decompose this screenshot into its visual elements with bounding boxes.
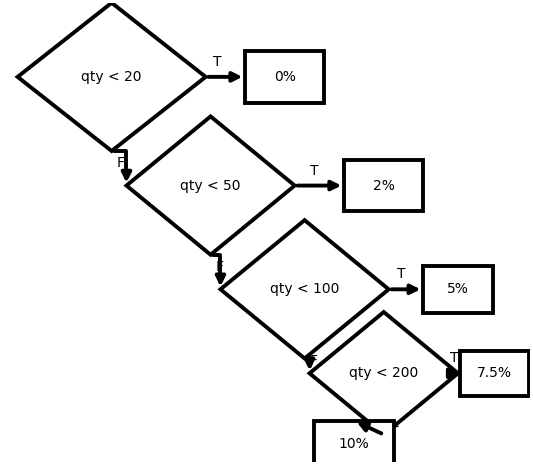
Text: F: F xyxy=(117,156,125,170)
Text: T: T xyxy=(397,267,405,281)
Text: 0%: 0% xyxy=(274,70,296,84)
Text: 10%: 10% xyxy=(338,438,369,452)
Text: qty < 200: qty < 200 xyxy=(349,366,418,380)
Bar xyxy=(245,51,325,103)
Text: T: T xyxy=(213,55,222,69)
Text: qty < 50: qty < 50 xyxy=(180,179,241,193)
Polygon shape xyxy=(221,220,389,359)
Text: F: F xyxy=(215,260,223,274)
Bar xyxy=(423,266,492,313)
Bar xyxy=(314,421,394,465)
Bar xyxy=(344,160,423,211)
Polygon shape xyxy=(18,3,206,151)
Polygon shape xyxy=(310,312,458,435)
Text: 7.5%: 7.5% xyxy=(477,366,512,380)
Bar xyxy=(460,351,529,396)
Text: T: T xyxy=(450,352,458,365)
Text: qty < 20: qty < 20 xyxy=(82,70,142,84)
Polygon shape xyxy=(126,116,295,255)
Text: 2%: 2% xyxy=(373,179,395,193)
Text: 5%: 5% xyxy=(447,282,469,296)
Text: T: T xyxy=(310,164,319,178)
Text: qty < 100: qty < 100 xyxy=(270,282,340,296)
Text: F: F xyxy=(310,354,318,368)
Text: F: F xyxy=(392,421,400,435)
